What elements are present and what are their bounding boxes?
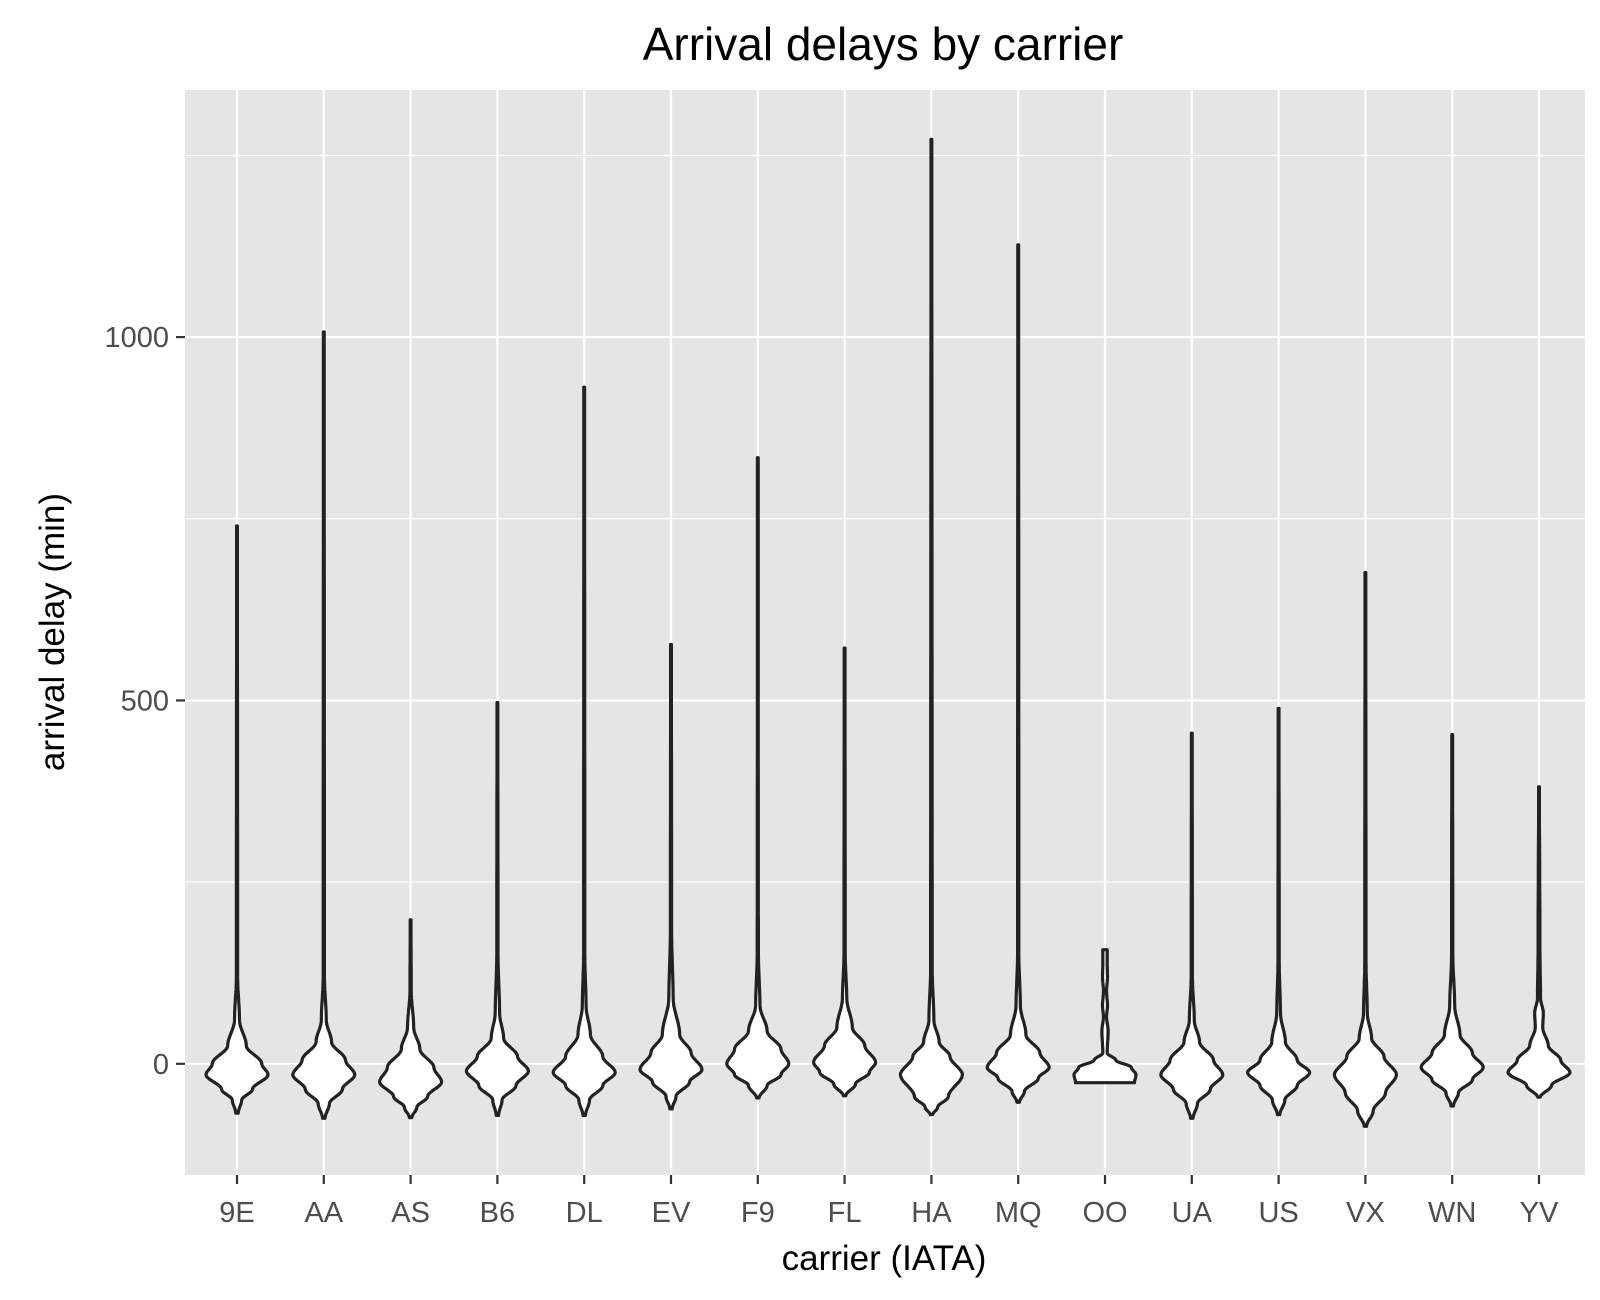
violin-aa: [291, 330, 357, 1120]
x-tick-label-vx: VX: [1346, 1197, 1385, 1229]
plot-panel: [185, 90, 1585, 1175]
x-tick-label-dl: DL: [566, 1197, 603, 1229]
x-tick-label-f9: F9: [741, 1197, 775, 1229]
x-tick-label-ua: UA: [1172, 1197, 1213, 1229]
x-tick-label-fl: FL: [828, 1197, 862, 1229]
violin-f9: [725, 456, 791, 1100]
x-tick-label-wn: WN: [1428, 1197, 1476, 1229]
y-axis: 0 500 1000: [104, 322, 185, 1081]
violin-fl: [812, 646, 878, 1098]
x-axis-title: carrier (IATA): [782, 1239, 987, 1278]
x-tick-label-oo: OO: [1082, 1197, 1127, 1229]
violin-mq: [985, 243, 1051, 1104]
x-tick-label-aa: AA: [304, 1197, 343, 1229]
x-tick-label-9e: 9E: [219, 1197, 254, 1229]
violin-as: [378, 918, 444, 1120]
x-tick-label-as: AS: [391, 1197, 430, 1229]
x-axis: 9E AA AS B6 DL EV F9 FL HA MQ OO UA US VX WN YV: [219, 1175, 1559, 1229]
violin-ha: [898, 137, 964, 1117]
y-axis-title: arrival delay (min): [33, 493, 72, 771]
chart-title: Arrival delays by carrier: [643, 18, 1124, 70]
violin-ev: [638, 642, 704, 1111]
x-tick-label-yv: YV: [1520, 1197, 1559, 1229]
violin-9e: [204, 524, 270, 1115]
violin-dl: [551, 385, 617, 1117]
violin-yv: [1506, 785, 1572, 1099]
violin-wn: [1419, 733, 1485, 1108]
violin-oo: [1072, 948, 1138, 1085]
y-tick-label: 1000: [104, 322, 169, 354]
x-tick-label-ha: HA: [911, 1197, 952, 1229]
x-tick-label-us: US: [1258, 1197, 1298, 1229]
y-tick-label: 0: [153, 1049, 169, 1081]
y-tick-label: 500: [121, 685, 169, 717]
x-tick-label-ev: EV: [652, 1197, 691, 1229]
violin-us: [1246, 706, 1312, 1117]
x-tick-label-mq: MQ: [995, 1197, 1042, 1229]
violin-vx: [1332, 570, 1398, 1128]
violin-b6: [464, 701, 530, 1117]
violin-series: [204, 137, 1572, 1128]
x-tick-label-b6: B6: [480, 1197, 515, 1229]
violin-ua: [1159, 731, 1225, 1120]
